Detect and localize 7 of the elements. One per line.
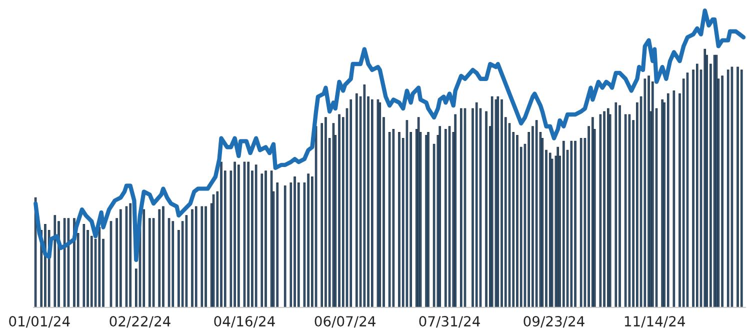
x-tick-label: 04/16/24 [214,316,275,328]
x-tick-label: 01/01/24 [9,316,70,328]
x-tick-label: 11/14/24 [624,316,685,328]
x-tick-label: 02/22/24 [110,316,170,328]
x-tick-label: 09/23/24 [524,316,584,328]
x-tick-label: 07/31/24 [419,316,480,328]
x-tick-label: 06/07/24 [314,316,376,328]
